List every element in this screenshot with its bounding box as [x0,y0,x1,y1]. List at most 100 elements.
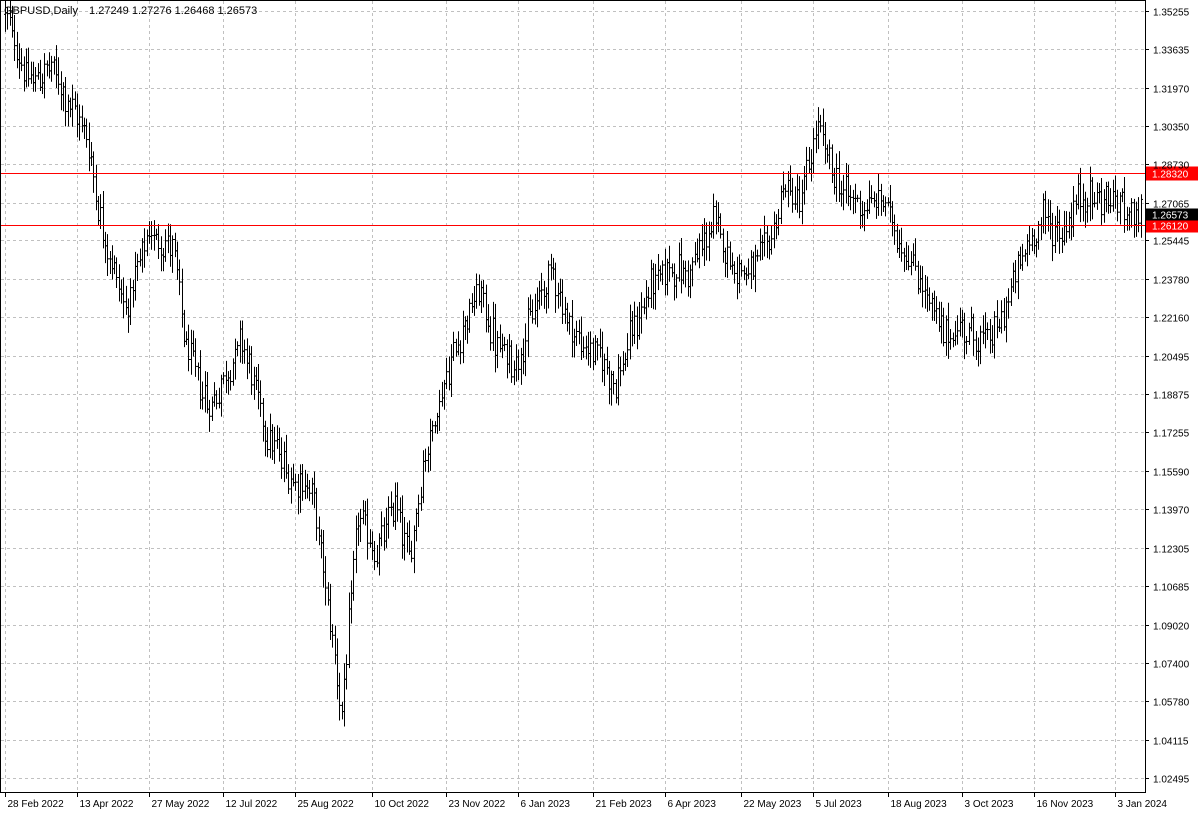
ohlc-bar [92,151,95,193]
chart-title: GBPUSD,Daily 1.27249 1.27276 1.26468 1.2… [4,5,257,17]
ohlc-bar [208,399,211,432]
ohlc-bar [308,480,311,502]
ohlc-bar [510,340,513,383]
time-axis: 28 Feb 2022 13 Apr 2022 27 May 2022 12 Jul … [5,793,1168,810]
ohlc-bar [740,259,743,277]
ohlc-bar [250,346,253,396]
x-tick-label: 6 Jan 2023 [521,799,571,810]
ohlc-bar [1100,177,1103,225]
y-tick-label: 1.33635 [1153,46,1190,57]
ohlc-bar [482,280,485,308]
ohlc-bar [122,277,125,319]
ohlc-bar [1079,167,1082,223]
x-tick-label: 22 May 2023 [744,799,802,810]
ohlc-bar [1086,197,1089,223]
level-tag [1146,218,1198,233]
ohlc-bar [115,257,118,288]
ohlc-bar [747,258,750,280]
ohlc-bar [106,234,109,277]
ohlc-bar [612,371,615,395]
ohlc-bar [870,185,873,204]
ohlc-bar [842,174,845,211]
x-tick-label: 6 Apr 2023 [668,799,717,810]
ohlc-bar [654,263,657,310]
ohlc-bar [770,225,773,255]
ohlc-bar [791,177,794,213]
y-tick-label: 1.20495 [1153,353,1190,364]
level-tag [1146,166,1198,181]
y-tick-label: 1.05780 [1153,698,1190,709]
x-tick-label: 3 Jan 2024 [1118,799,1168,810]
ohlc-bar [489,316,492,351]
current-price-label: 1.26573 [1152,211,1189,222]
price-bars [4,0,1143,727]
ohlc-bar [805,146,808,191]
y-tick-label: 1.22160 [1153,314,1190,325]
level-line[interactable]: 1.26120 [1,218,1198,233]
ohlc-bar [619,356,622,387]
y-tick-label: 1.17255 [1153,429,1190,440]
ohlc-bar [893,214,896,245]
ohlc-bar [684,260,687,288]
ohlc-bar [784,184,787,198]
ohlc-bar [596,337,599,361]
ohlc-bar [236,341,239,357]
y-tick-label: 1.31970 [1153,85,1190,96]
ohlc-bar [561,279,564,324]
ohlc-bar [1093,192,1096,208]
ohlc-bar [812,128,815,174]
ohlc-bar [445,357,448,390]
ohlc-bar [1000,300,1003,334]
ohlc-bar [280,437,283,479]
ohlc-bar [1051,212,1054,262]
ohlc-bar [496,330,499,369]
ohlc-bar [396,482,399,522]
ohlc-bar [1044,190,1047,235]
ohlc-bar [1123,176,1126,233]
ohlc-bar [345,654,348,690]
ohlc-bar [1028,225,1031,256]
x-tick-label: 12 Jul 2022 [226,799,278,810]
ohlc-bar [819,114,822,133]
ohlc-bar [675,274,678,299]
ohlc-bar [907,245,910,271]
ohlc-bar [568,312,571,335]
ohlc-bar [20,48,23,72]
ohlc-bar [640,292,643,334]
ohlc-bar [136,253,139,281]
x-tick-label: 28 Feb 2022 [8,799,65,810]
ohlc-bar [157,224,160,259]
ohlc-bar [71,84,74,127]
ohlc-bar [27,47,30,87]
ohlc-bar [359,508,362,543]
ohlc-bar [403,517,406,561]
y-tick-label: 1.12305 [1153,545,1190,556]
y-tick-label: 1.23780 [1153,276,1190,287]
ohlc-bar [215,390,218,410]
horizontal-levels[interactable]: 1.28320 1.26120 [1,166,1198,233]
level-line[interactable]: 1.28320 [1,166,1198,181]
ohlc-bar [921,266,924,308]
ohlc-bar [99,194,102,230]
ohlc-bar [259,380,262,417]
y-tick-label: 1.04115 [1153,737,1189,748]
ohlc-bar [1116,189,1119,222]
current-price-tag: 1.26573 [1146,208,1198,222]
level-tag-label: 1.28320 [1152,170,1189,181]
ohlc-bar [726,230,729,278]
ohlc-bar [1109,188,1112,214]
ohlc-bar [575,320,578,347]
ohlc-bar [352,550,355,601]
y-tick-label: 1.27065 [1153,200,1190,211]
ohlc-bar [294,473,297,491]
ohlc-bar [1058,209,1061,254]
ohlc-bar [942,307,945,347]
y-tick-label: 1.13970 [1153,506,1190,517]
ohlc-bar [503,336,506,352]
ohlc-bar [884,196,887,217]
ohlc-bar [633,301,636,344]
ohlc-bar [603,353,606,386]
x-tick-label: 21 Feb 2023 [596,799,653,810]
ohlc-bar [993,311,996,359]
ohlc-bar [856,194,859,203]
